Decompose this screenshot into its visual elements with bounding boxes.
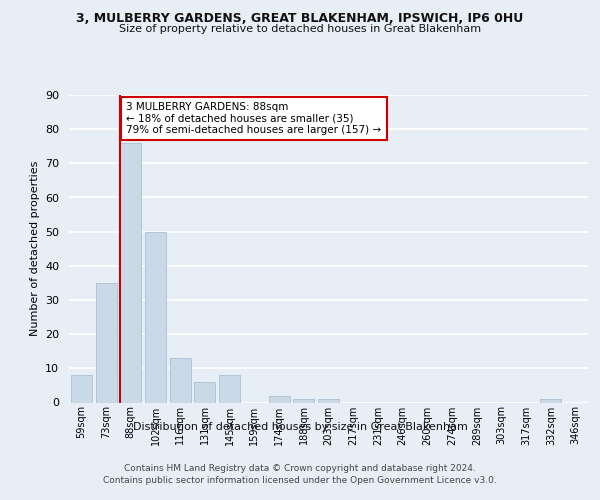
Bar [194, 382, 215, 402]
Bar [318, 399, 339, 402]
Bar [269, 396, 290, 402]
Bar [95, 283, 116, 403]
Bar [145, 232, 166, 402]
Bar [219, 375, 240, 402]
Text: Contains HM Land Registry data © Crown copyright and database right 2024.: Contains HM Land Registry data © Crown c… [124, 464, 476, 473]
Text: 3 MULBERRY GARDENS: 88sqm
← 18% of detached houses are smaller (35)
79% of semi-: 3 MULBERRY GARDENS: 88sqm ← 18% of detac… [127, 102, 382, 135]
Bar [71, 375, 92, 402]
Bar [120, 143, 141, 403]
Text: Size of property relative to detached houses in Great Blakenham: Size of property relative to detached ho… [119, 24, 481, 34]
Text: Distribution of detached houses by size in Great Blakenham: Distribution of detached houses by size … [133, 422, 467, 432]
Text: 3, MULBERRY GARDENS, GREAT BLAKENHAM, IPSWICH, IP6 0HU: 3, MULBERRY GARDENS, GREAT BLAKENHAM, IP… [76, 12, 524, 26]
Bar [293, 399, 314, 402]
Bar [541, 399, 562, 402]
Bar [170, 358, 191, 403]
Text: Contains public sector information licensed under the Open Government Licence v3: Contains public sector information licen… [103, 476, 497, 485]
Y-axis label: Number of detached properties: Number of detached properties [29, 161, 40, 336]
